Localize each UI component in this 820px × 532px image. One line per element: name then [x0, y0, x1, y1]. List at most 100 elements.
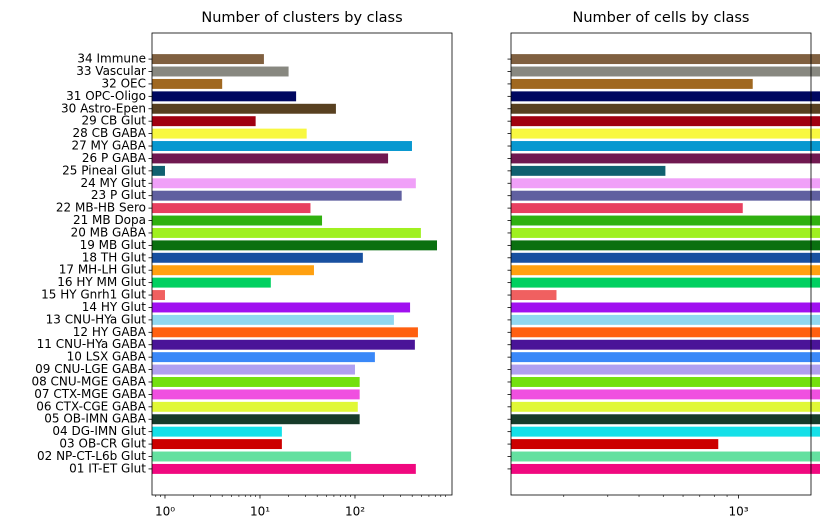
bar — [152, 401, 358, 412]
bar — [511, 141, 820, 151]
bar — [511, 66, 820, 77]
chart-title: Number of clusters by class — [201, 10, 402, 26]
bar — [152, 290, 165, 301]
bar — [152, 327, 418, 338]
y-tick-label: 01 IT-ET Glut — [69, 461, 146, 475]
y-tick-label: 14 HY Glut — [82, 300, 146, 314]
bar — [511, 165, 666, 176]
y-tick-label: 34 Immune — [77, 52, 146, 66]
bar — [511, 78, 753, 89]
bar — [511, 389, 820, 400]
y-tick-label: 33 Vascular — [76, 64, 146, 78]
bar — [152, 227, 421, 238]
bar — [511, 364, 820, 375]
bar — [152, 265, 314, 276]
axes-frame — [151, 32, 453, 496]
bar — [511, 327, 820, 338]
bar — [511, 178, 820, 189]
bar — [511, 91, 820, 102]
bar — [152, 377, 360, 387]
y-tick-label: 26 P GABA — [82, 151, 147, 165]
y-tick-label: 18 TH Glut — [82, 250, 146, 264]
y-tick-label: 23 P Glut — [91, 188, 146, 202]
bar — [511, 153, 820, 164]
bar — [152, 141, 412, 151]
bar — [152, 190, 402, 201]
bar — [152, 439, 282, 450]
bar — [152, 203, 311, 214]
bar — [511, 302, 820, 313]
bar — [152, 103, 336, 114]
bar — [152, 364, 355, 375]
y-tick-label: 24 MY Glut — [80, 176, 146, 190]
y-tick-label: 19 MB Glut — [80, 238, 147, 252]
bar — [511, 252, 820, 263]
bar — [511, 463, 820, 474]
y-tick-label: 10 LSX GABA — [67, 350, 147, 364]
y-tick-label: 16 HY MM Glut — [57, 275, 146, 289]
y-tick-label: 08 CNU-MGE GABA — [31, 374, 146, 388]
y-tick-label: 12 HY GABA — [73, 325, 147, 339]
y-tick-label: 06 CTX-CGE GABA — [36, 399, 147, 413]
y-tick-label: 13 CNU-HYa Glut — [46, 312, 147, 326]
y-tick-label: 20 MB GABA — [71, 225, 147, 239]
bar — [152, 463, 416, 474]
bar — [511, 314, 820, 325]
y-tick-label: 21 MB Dopa — [73, 213, 146, 227]
x-tick-label: 10⁰ — [155, 505, 175, 519]
bar — [511, 290, 557, 301]
y-tick-label: 15 HY Gnrh1 Glut — [41, 288, 146, 302]
y-tick-label: 27 MY GABA — [71, 139, 146, 153]
y-tick-label: 25 Pineal Glut — [62, 163, 146, 177]
bar — [511, 426, 820, 437]
bar — [511, 377, 820, 387]
bar — [152, 252, 363, 263]
bar — [511, 451, 820, 462]
bar — [152, 66, 289, 77]
axes-frame — [510, 32, 812, 496]
y-tick-label: 02 NP-CT-L6b Glut — [37, 449, 146, 463]
y-tick-label: 04 DG-IMN Glut — [52, 424, 146, 438]
y-tick-label: 29 CB Glut — [82, 114, 147, 128]
bar — [152, 352, 375, 363]
bar — [152, 389, 360, 400]
x-tick-label: 10² — [345, 505, 365, 519]
y-tick-label: 07 CTX-MGE GABA — [34, 387, 147, 401]
bar — [511, 103, 820, 114]
y-tick-label: 05 OB-IMN GABA — [44, 412, 147, 426]
chart-title: Number of cells by class — [573, 10, 750, 26]
y-tick-label: 03 OB-CR Glut — [59, 437, 146, 451]
bar — [511, 227, 820, 238]
y-tick-label: 31 OPC-Oligo — [66, 89, 146, 103]
bar — [511, 352, 820, 363]
bar — [152, 165, 165, 176]
bar — [511, 240, 820, 251]
y-tick-label: 32 OEC — [102, 76, 147, 90]
x-tick-label: 10³ — [728, 505, 748, 519]
bar — [152, 451, 352, 462]
bar — [152, 91, 297, 102]
bar — [511, 265, 820, 276]
bar — [152, 215, 323, 226]
bar — [152, 426, 282, 437]
bar — [152, 153, 389, 164]
bar — [511, 190, 820, 201]
bar — [511, 277, 820, 288]
bar — [152, 302, 411, 313]
bar — [511, 339, 820, 350]
x-tick-label: 10¹ — [250, 505, 270, 519]
bar — [152, 339, 415, 350]
bar — [511, 439, 719, 450]
bar — [152, 277, 271, 288]
bar — [511, 128, 820, 139]
y-tick-label: 30 Astro-Epen — [61, 101, 146, 115]
bar — [511, 54, 820, 65]
bar — [511, 401, 820, 412]
bar — [511, 215, 820, 226]
bar — [152, 414, 360, 425]
bar — [152, 78, 223, 89]
bar — [152, 178, 416, 189]
y-tick-label: 17 MH-LH Glut — [59, 263, 147, 277]
y-tick-label: 28 CB GABA — [73, 126, 147, 140]
